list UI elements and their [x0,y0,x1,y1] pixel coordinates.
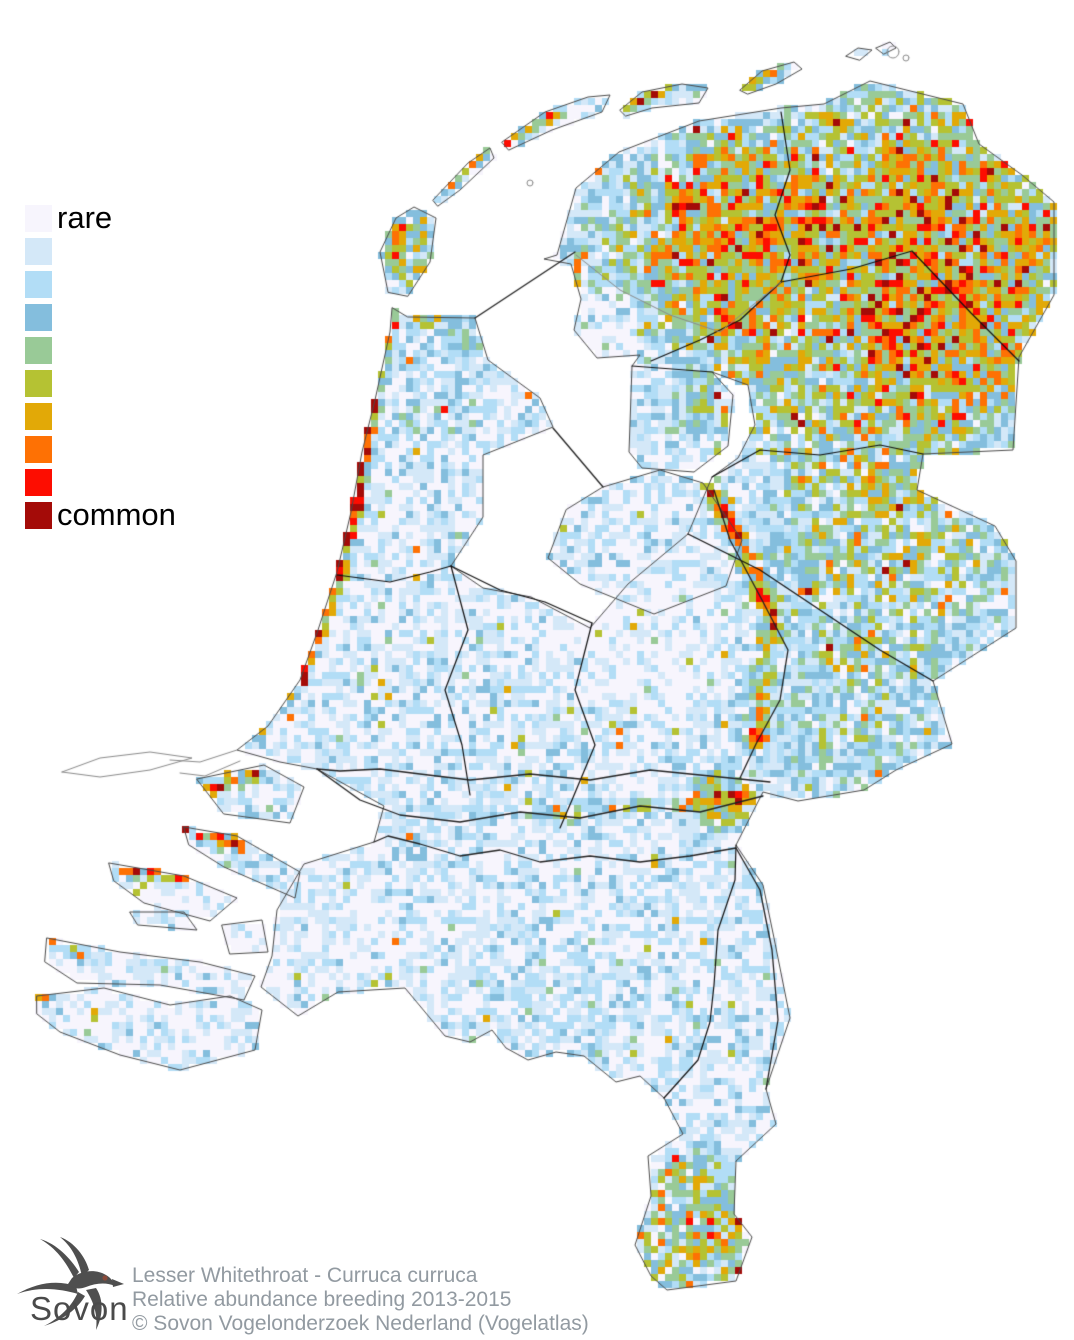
legend-swatch-2 [25,271,52,298]
caption-subtitle: Relative abundance breeding 2013-2015 [132,1288,512,1311]
sovon-swallow-logo-icon [17,1237,124,1330]
legend-swatch-8 [25,469,52,496]
legend-swatch-1 [25,238,52,265]
legend-swatch-5 [25,370,52,397]
sovon-logo-text: Sovon [30,1290,129,1327]
legend-swatch-7 [25,436,52,463]
legend-label-rare: rare [57,200,113,235]
legend-swatch-3 [25,304,52,331]
legend-swatch-4 [25,337,52,364]
legend-swatch-6 [25,403,52,430]
caption-species-title: Lesser Whitethroat - Curruca curruca [132,1264,478,1287]
legend-swatch-0 [25,205,52,232]
caption-copyright: © Sovon Vogelonderzoek Nederland (Vogela… [132,1312,589,1335]
legend-label-common: common [57,497,176,532]
legend-swatch-9 [25,502,52,529]
map-caption: Lesser Whitethroat - Curruca curruca Rel… [132,1264,589,1336]
